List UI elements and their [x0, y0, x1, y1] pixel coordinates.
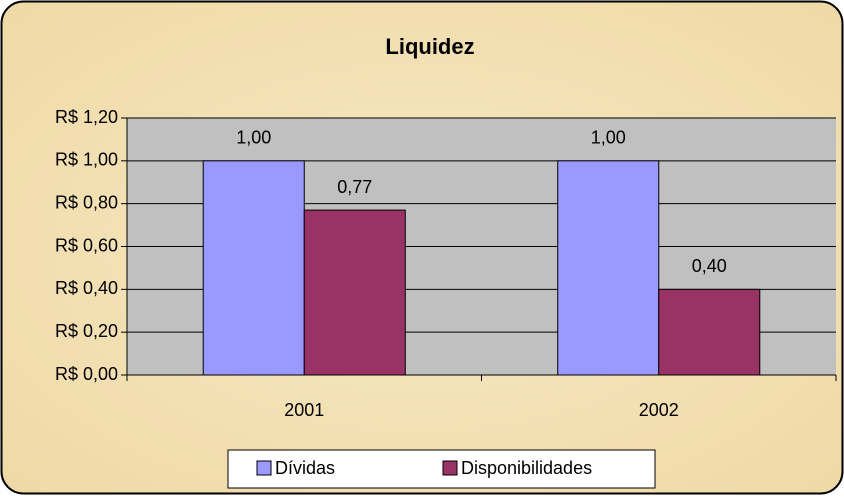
y-tick-label: R$ 0,00 — [55, 364, 118, 384]
value-label: 1,00 — [236, 128, 271, 148]
y-tick-label: R$ 0,60 — [55, 235, 118, 255]
bar — [557, 160, 660, 376]
legend-swatch — [442, 460, 458, 476]
bar — [202, 160, 305, 376]
y-tick-label: R$ 1,20 — [55, 107, 118, 127]
legend-swatch — [256, 460, 272, 476]
value-label: 0,40 — [692, 256, 727, 276]
legend-label: Disponibilidades — [461, 458, 592, 478]
y-tick-label: R$ 0,20 — [55, 321, 118, 341]
bar — [658, 288, 761, 376]
legend-label: Dívidas — [275, 458, 335, 478]
value-label: 1,00 — [591, 128, 626, 148]
value-label: 0,77 — [337, 177, 372, 197]
y-tick-label: R$ 0,40 — [55, 278, 118, 298]
legend — [227, 449, 656, 489]
x-tick-label: 2002 — [639, 400, 679, 420]
chart-title: Liquidez — [385, 34, 474, 59]
y-tick-label: R$ 0,80 — [55, 192, 118, 212]
x-tick-label: 2001 — [284, 400, 324, 420]
y-tick-label: R$ 1,00 — [55, 150, 118, 170]
bar — [303, 209, 406, 376]
